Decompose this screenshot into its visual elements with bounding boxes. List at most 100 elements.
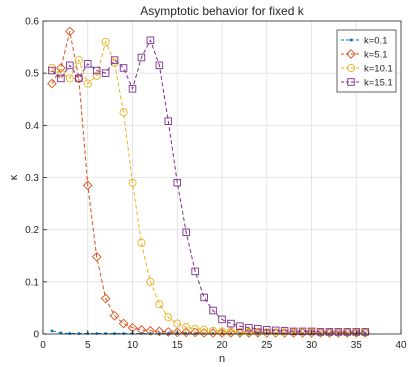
data-point (95, 332, 99, 335)
data-point (119, 108, 128, 117)
data-point (101, 37, 110, 46)
y-tick-label: 0 (33, 330, 39, 341)
data-point (164, 313, 173, 322)
data-point (288, 328, 299, 338)
data-point (128, 85, 137, 93)
data-point (48, 66, 56, 75)
legend-label: k=10.1 (364, 64, 393, 75)
data-point (208, 326, 218, 335)
y-tick-label: 0.5 (25, 69, 39, 80)
data-point (316, 328, 325, 336)
y-tick-label: 0.1 (25, 277, 39, 288)
x-tick-label: 15 (172, 340, 184, 351)
y-tick-label: 0.4 (25, 121, 39, 132)
legend-marker (349, 38, 353, 42)
data-point (261, 328, 272, 338)
data-point (227, 319, 235, 328)
data-point (226, 328, 236, 338)
data-point (245, 323, 253, 332)
data-point (47, 78, 57, 89)
y-tick-label: 0.2 (25, 225, 39, 236)
legend-marker (346, 49, 356, 59)
series-layer (47, 26, 371, 338)
data-point (191, 324, 200, 333)
legend-label: k=5.1 (364, 50, 388, 61)
x-tick-label: 10 (127, 340, 139, 351)
data-point (173, 178, 181, 187)
data-point (307, 327, 316, 336)
x-axis-label: n (219, 353, 225, 365)
data-point (65, 26, 75, 37)
data-point (154, 326, 165, 337)
data-point (166, 332, 170, 335)
data-point (146, 36, 155, 45)
data-point (289, 327, 298, 336)
data-point (77, 332, 81, 335)
data-point (226, 327, 235, 336)
data-point (56, 69, 65, 78)
data-point (137, 53, 146, 62)
data-point (100, 293, 111, 304)
data-point (199, 328, 209, 338)
data-point (325, 328, 334, 336)
data-point (56, 63, 66, 73)
data-point (83, 79, 92, 88)
x-tick-label: 35 (351, 340, 363, 351)
x-tick-label: 40 (395, 340, 407, 351)
data-point (137, 238, 146, 247)
data-point (113, 332, 116, 335)
legend-label: k=0.1 (364, 36, 388, 47)
x-tick-label: 20 (216, 340, 228, 351)
y-tick-label: 0.3 (25, 173, 39, 184)
data-point (74, 56, 83, 65)
data-point (66, 61, 74, 70)
data-point (92, 71, 101, 80)
series-k-15-1 (48, 36, 369, 336)
series-line (51, 39, 366, 333)
data-point (109, 310, 120, 321)
data-point (146, 277, 155, 286)
data-point (118, 318, 129, 329)
data-point (254, 325, 262, 333)
data-point (172, 327, 183, 338)
axis-ticks: 0 5 10 15 20 25 30 35 40 0 0.1 0.2 0.3 0.4 0.5 0.6 (25, 17, 407, 352)
data-point (173, 319, 182, 328)
legend-marker (347, 78, 355, 86)
data-point (101, 69, 110, 77)
data-point (119, 64, 128, 72)
data-point (65, 74, 74, 83)
data-point (75, 74, 83, 83)
data-point (50, 329, 54, 333)
data-point (191, 267, 199, 276)
data-point (163, 327, 174, 337)
data-point (244, 327, 253, 336)
data-point (236, 322, 244, 330)
data-point (128, 178, 137, 187)
data-point (182, 228, 190, 237)
data-point (218, 315, 226, 324)
data-point (155, 300, 164, 309)
data-point (104, 332, 108, 335)
y-tick-label: 0.6 (25, 17, 39, 28)
x-tick-label: 0 (40, 340, 46, 351)
data-point (73, 73, 84, 84)
data-point (333, 328, 344, 338)
data-point (208, 328, 218, 338)
data-point (164, 117, 173, 125)
data-point (343, 328, 352, 336)
data-point (68, 332, 72, 335)
x-tick-label: 25 (261, 340, 273, 351)
legend: k=0.1 k=5.1 k=10.1 k=15.1 (336, 29, 397, 93)
data-point (270, 328, 281, 338)
x-tick-label: 5 (85, 340, 91, 351)
data-point (92, 66, 101, 75)
chart-title: Asymptotic behavior for fixed k (140, 4, 304, 18)
legend-label: k=15.1 (364, 78, 393, 89)
data-point (200, 293, 208, 302)
data-point (182, 323, 191, 332)
data-point (122, 332, 125, 335)
data-point (181, 327, 192, 338)
data-point (334, 328, 343, 336)
data-point (82, 180, 93, 191)
